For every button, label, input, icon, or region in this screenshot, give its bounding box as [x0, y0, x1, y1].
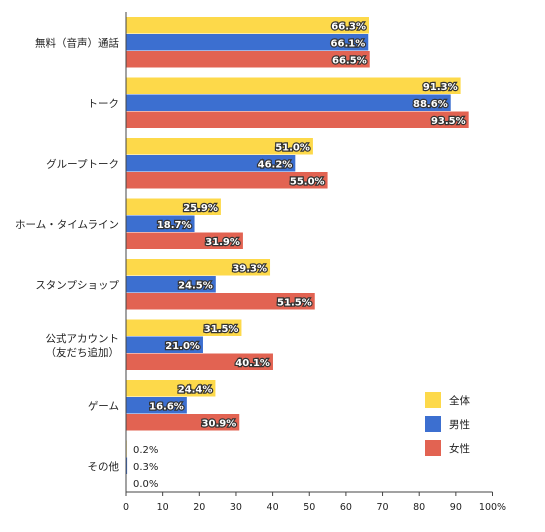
bar-1-0 — [126, 77, 461, 94]
value-label-6-0: 24.4% — [178, 385, 213, 396]
value-label-4-0: 39.3% — [232, 264, 267, 275]
category-label-4-0: スタンプショップ — [35, 280, 119, 292]
category-label-5-1: （友だち追加） — [46, 346, 120, 359]
value-label-4-2: 51.5% — [277, 298, 312, 309]
x-tick-label-0: 0 — [123, 502, 129, 513]
x-tick-label-6: 60 — [340, 502, 352, 513]
value-label-1-2: 93.5% — [431, 116, 466, 127]
x-tick-label-4: 40 — [267, 502, 279, 513]
bar-4-1 — [126, 276, 216, 293]
x-axis: 0 10 20 30 40 50 60 70 80 90 100% — [123, 12, 506, 513]
bar-3-0 — [126, 198, 221, 215]
category-labels: 無料（音声）通話トークグループトークホーム・タイムラインスタンプショップ公式アカ… — [15, 37, 119, 474]
bar-1-1 — [126, 94, 451, 111]
value-label-6-1: 16.6% — [149, 402, 184, 413]
bar-4-0 — [126, 259, 271, 276]
value-label-7-0: 0.2% — [133, 445, 158, 456]
x-tick-label-8: 80 — [413, 502, 425, 513]
value-label-7-1: 0.3% — [133, 462, 158, 473]
bar-0-1 — [126, 34, 369, 51]
value-label-3-1: 18.7% — [157, 220, 192, 231]
bar-6-1 — [126, 397, 187, 414]
bar-4-2 — [126, 293, 315, 310]
value-label-3-0: 25.9% — [183, 203, 218, 214]
value-label-6-2: 30.9% — [202, 419, 237, 430]
category-label-5-0: 公式アカウント — [46, 332, 120, 345]
bar-3-1 — [126, 215, 195, 232]
bar-3-2 — [126, 232, 243, 249]
legend-swatch-1 — [425, 416, 441, 432]
value-label-3-2: 31.9% — [205, 237, 240, 248]
bar-5-1 — [126, 336, 203, 353]
x-tick-label-7: 70 — [377, 502, 389, 513]
bars-group: 66.3% 66.1% 66.5% 91.3% 88.6% 93.5% 51.0% 46.2%… — [126, 17, 469, 490]
bar-0-0 — [126, 17, 369, 34]
x-tick-label-5: 50 — [303, 502, 315, 513]
x-tick-label-10: 100% — [479, 502, 506, 513]
bar-7-1 — [126, 457, 128, 474]
bar-2-2 — [126, 172, 328, 189]
value-label-5-2: 40.1% — [235, 358, 270, 369]
value-label-5-1: 21.0% — [165, 341, 200, 352]
bar-5-0 — [126, 319, 242, 336]
legend-swatch-0 — [425, 392, 441, 408]
category-label-7-0: その他 — [88, 460, 120, 473]
bar-2-0 — [126, 138, 313, 155]
x-tick-label-3: 30 — [230, 502, 242, 513]
value-label-2-2: 55.0% — [290, 177, 325, 188]
x-tick-label-2: 20 — [193, 502, 205, 513]
value-label-0-1: 66.1% — [331, 39, 366, 50]
x-tick-label-1: 10 — [157, 502, 169, 513]
legend-label-0: 全体 — [449, 394, 470, 407]
legend-label-2: 女性 — [449, 442, 470, 455]
value-label-7-2: 0.0% — [133, 479, 158, 490]
legend-swatch-2 — [425, 440, 441, 456]
value-label-1-0: 91.3% — [423, 82, 458, 93]
category-label-0-0: 無料（音声）通話 — [35, 37, 119, 50]
value-label-5-0: 31.5% — [204, 324, 239, 335]
value-label-4-1: 24.5% — [178, 281, 213, 292]
bar-5-2 — [126, 353, 273, 370]
category-label-3-0: ホーム・タイムライン — [15, 219, 119, 231]
value-label-0-2: 66.5% — [332, 56, 367, 67]
value-label-2-0: 51.0% — [275, 143, 310, 154]
bar-0-2 — [126, 51, 370, 68]
category-label-2-0: グループトーク — [46, 158, 119, 171]
x-tick-label-9: 90 — [450, 502, 462, 513]
category-label-6-0: ゲーム — [88, 401, 119, 413]
bar-1-2 — [126, 111, 469, 128]
bar-6-2 — [126, 414, 240, 431]
category-label-1-0: トーク — [88, 98, 120, 110]
bar-6-0 — [126, 380, 216, 397]
bar-2-1 — [126, 155, 296, 172]
value-label-1-1: 88.6% — [413, 99, 448, 110]
value-label-2-1: 46.2% — [258, 160, 293, 171]
legend-label-1: 男性 — [449, 418, 470, 431]
value-label-0-0: 66.3% — [331, 22, 366, 33]
